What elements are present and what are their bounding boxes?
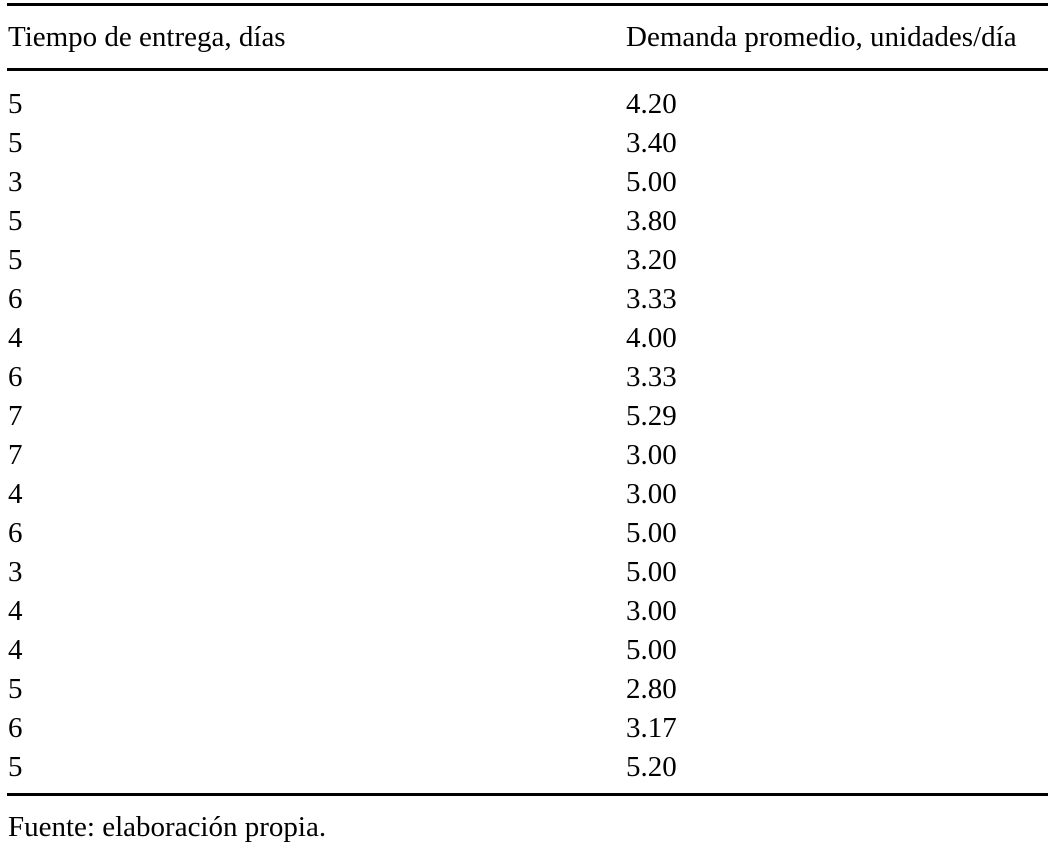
table-cell: 6	[8, 361, 23, 393]
table-cell: 5.00	[626, 556, 677, 588]
table-cell: 3.80	[626, 205, 677, 237]
header-row: Tiempo de entrega, días Demanda promedio…	[7, 4, 1048, 71]
table-cell: 3.00	[626, 478, 677, 510]
table-cell: 4.00	[626, 322, 677, 354]
table-cell: 3.40	[626, 127, 677, 159]
table-row: 6 3.33	[7, 280, 1048, 319]
table-cell: 3.00	[626, 439, 677, 471]
table-cell: 6	[8, 283, 23, 315]
table-cell: 3.00	[626, 595, 677, 627]
table-row: 7 3.00	[7, 436, 1048, 475]
lead-time-demand-table: Tiempo de entrega, días Demanda promedio…	[7, 3, 1048, 796]
table-row: 5 2.80	[7, 670, 1048, 709]
table-cell: 4.20	[626, 88, 677, 120]
table-row: 6 3.17	[7, 709, 1048, 748]
table-cell: 2.80	[626, 673, 677, 705]
table-header: Tiempo de entrega, días Demanda promedio…	[7, 4, 1048, 71]
table-cell: 5	[8, 673, 23, 705]
table-row: 5 5.20	[7, 748, 1048, 795]
column-header-lead-time: Tiempo de entrega, días	[7, 4, 626, 71]
table-cell: 6	[8, 712, 23, 744]
table-row: 4 3.00	[7, 475, 1048, 514]
table-row: 6 5.00	[7, 514, 1048, 553]
table-row: 7 5.29	[7, 397, 1048, 436]
table-row: 3 5.00	[7, 553, 1048, 592]
table-row: 4 5.00	[7, 631, 1048, 670]
table-row: 3 5.00	[7, 163, 1048, 202]
table-cell: 3.33	[626, 361, 677, 393]
table-body: 5 4.20 5 3.40 3 5.00 5 3.80 5 3.20 6 3.33 4 4.00 6 3.33…	[7, 70, 1048, 795]
table-cell: 5.00	[626, 517, 677, 549]
table-row: 4 3.00	[7, 592, 1048, 631]
table-row: 5 3.20	[7, 241, 1048, 280]
table-cell: 3.20	[626, 244, 677, 276]
column-header-average-demand: Demanda promedio, unidades/día	[626, 4, 1048, 71]
table-cell: 7	[8, 400, 23, 432]
table-cell: 5.20	[626, 751, 677, 783]
table-cell: 4	[8, 634, 23, 666]
table-cell: 5.00	[626, 166, 677, 198]
table-cell: 5	[8, 88, 23, 120]
source-note: Fuente: elaboración propia.	[8, 811, 327, 843]
table-cell: 5	[8, 127, 23, 159]
table-row: 5 3.80	[7, 202, 1048, 241]
table-cell: 5	[8, 205, 23, 237]
table-row: 6 3.33	[7, 358, 1048, 397]
table-cell: 7	[8, 439, 23, 471]
table-cell: 4	[8, 322, 23, 354]
table-row: 5 3.40	[7, 124, 1048, 163]
table-cell: 5.00	[626, 634, 677, 666]
table-cell: 3.33	[626, 283, 677, 315]
table-cell: 5	[8, 751, 23, 783]
table-row: 5 4.20	[7, 70, 1048, 125]
table-row: 4 4.00	[7, 319, 1048, 358]
table-cell: 4	[8, 595, 23, 627]
table-cell: 4	[8, 478, 23, 510]
table-cell: 3.17	[626, 712, 677, 744]
table-cell: 5.29	[626, 400, 677, 432]
table-cell: 3	[8, 556, 23, 588]
table-cell: 6	[8, 517, 23, 549]
table-cell: 3	[8, 166, 23, 198]
table-cell: 5	[8, 244, 23, 276]
